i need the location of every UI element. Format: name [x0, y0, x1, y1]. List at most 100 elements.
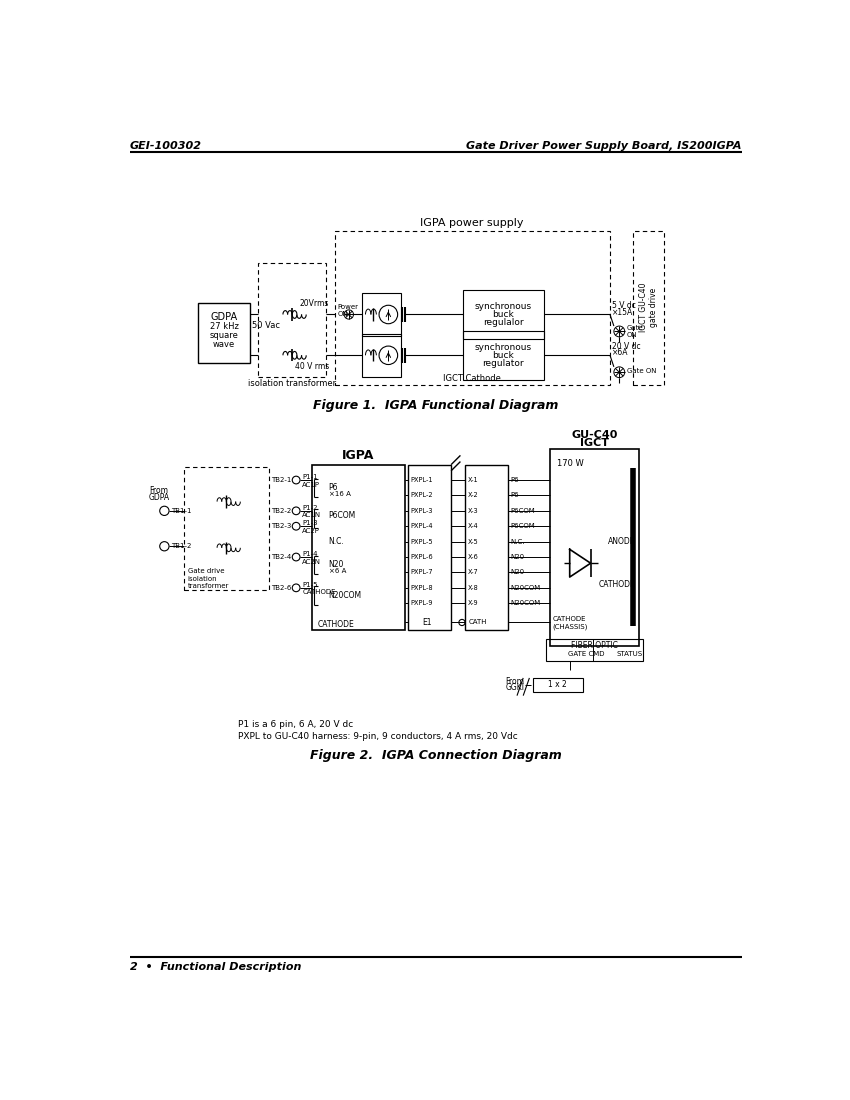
Text: 5 V dc: 5 V dc	[612, 300, 636, 310]
Text: ×6A: ×6A	[612, 349, 629, 358]
Bar	[362, 293, 400, 337]
Text: N20COM: N20COM	[329, 591, 362, 600]
Text: N20: N20	[510, 570, 524, 575]
Text: 170 W: 170 W	[557, 459, 583, 468]
Text: GGKI: GGKI	[506, 683, 524, 692]
Bar	[258, 263, 326, 377]
Text: 1 x 2: 1 x 2	[548, 681, 567, 690]
Text: buck: buck	[492, 310, 514, 319]
Bar	[198, 302, 251, 363]
Text: PXPL to GU-C40 harness: 9-pin, 9 conductors, 4 A rms, 20 Vdc: PXPL to GU-C40 harness: 9-pin, 9 conduct…	[238, 732, 518, 741]
Bar	[532, 678, 583, 692]
Bar	[184, 466, 269, 590]
Text: N.C.: N.C.	[510, 539, 524, 544]
Text: synchronous: synchronous	[474, 302, 531, 311]
Text: P6: P6	[329, 483, 338, 492]
Text: PXPL-7: PXPL-7	[411, 570, 434, 575]
Bar	[633, 231, 664, 385]
Text: P1-4: P1-4	[303, 551, 318, 557]
Text: transformer: transformer	[188, 583, 229, 590]
Text: CATHODE: CATHODE	[552, 616, 586, 622]
Text: TB1-1: TB1-1	[171, 508, 191, 514]
Text: Gate ON: Gate ON	[627, 368, 656, 374]
Text: X-2: X-2	[468, 493, 479, 498]
Text: ANODE: ANODE	[608, 537, 636, 546]
Text: From: From	[506, 678, 524, 686]
Text: N20: N20	[510, 554, 524, 560]
Text: Figure 2.  IGPA Connection Diagram: Figure 2. IGPA Connection Diagram	[309, 749, 562, 762]
Text: From: From	[149, 485, 167, 495]
Text: P6COM: P6COM	[510, 508, 535, 514]
Text: TB2-4: TB2-4	[271, 554, 292, 560]
Text: 50 Vac: 50 Vac	[252, 321, 280, 330]
Bar	[312, 464, 405, 630]
Text: Power: Power	[337, 304, 358, 310]
Text: E1: E1	[422, 618, 432, 627]
Text: AC2N: AC2N	[303, 559, 321, 564]
Text: TB2-2: TB2-2	[271, 508, 292, 514]
Bar	[465, 464, 507, 630]
Text: regulator: regulator	[482, 360, 524, 368]
Text: X-6: X-6	[468, 554, 479, 560]
Text: Gate: Gate	[627, 326, 643, 331]
Text: buck: buck	[492, 351, 514, 360]
Text: X-4: X-4	[468, 524, 479, 529]
Text: P1 is a 6 pin, 6 A, 20 V dc: P1 is a 6 pin, 6 A, 20 V dc	[238, 720, 354, 729]
Text: P1-3: P1-3	[303, 520, 318, 526]
Text: isolation transformer: isolation transformer	[248, 379, 337, 388]
Text: AC2P: AC2P	[303, 528, 320, 534]
Text: synchronous: synchronous	[474, 343, 531, 352]
Text: 20Vrms: 20Vrms	[300, 299, 329, 308]
Text: IGCT GU-C40
gate drive: IGCT GU-C40 gate drive	[639, 283, 659, 332]
Text: square: square	[210, 331, 239, 340]
Text: CATHODE: CATHODE	[598, 581, 636, 590]
Text: X-8: X-8	[468, 585, 479, 591]
Text: STATUS: STATUS	[616, 651, 643, 657]
Text: P1-2: P1-2	[303, 505, 318, 510]
Text: ON: ON	[627, 331, 638, 338]
Text: Gate Driver Power Supply Board, IS200IGPA: Gate Driver Power Supply Board, IS200IGP…	[467, 141, 742, 151]
Text: GU-C40: GU-C40	[571, 430, 618, 440]
Text: CATH: CATH	[468, 619, 487, 626]
Text: X-7: X-7	[468, 570, 479, 575]
Text: (CHASSIS): (CHASSIS)	[552, 623, 588, 629]
Text: P6COM: P6COM	[329, 512, 356, 520]
Text: isolation: isolation	[188, 575, 218, 582]
Text: AC1N: AC1N	[303, 513, 321, 518]
Text: IGCT: IGCT	[580, 438, 609, 448]
Text: P6: P6	[510, 493, 518, 498]
Text: X-5: X-5	[468, 539, 479, 544]
Text: PXPL-3: PXPL-3	[411, 508, 434, 514]
Text: ×16 A: ×16 A	[329, 491, 350, 497]
Text: X-3: X-3	[468, 508, 479, 514]
Text: CATHODE: CATHODE	[303, 590, 336, 595]
Text: IGPA: IGPA	[342, 449, 374, 462]
Text: X-1: X-1	[468, 477, 479, 483]
Text: 27 kHz: 27 kHz	[210, 322, 239, 331]
Bar	[335, 231, 610, 385]
Text: AC1P: AC1P	[303, 482, 320, 487]
Text: IGPA power supply: IGPA power supply	[420, 218, 524, 228]
Text: PXPL-1: PXPL-1	[411, 477, 434, 483]
Text: PXPL-2: PXPL-2	[411, 493, 434, 498]
Bar	[409, 464, 451, 630]
Text: PXPL-8: PXPL-8	[411, 585, 434, 591]
Text: X-9: X-9	[468, 601, 479, 606]
Text: N20COM: N20COM	[510, 601, 541, 606]
Text: TB2-1: TB2-1	[271, 477, 292, 483]
Text: P6COM: P6COM	[510, 524, 535, 529]
Text: TB1-2: TB1-2	[171, 543, 191, 549]
Text: PXPL-4: PXPL-4	[411, 524, 434, 529]
Text: N.C.: N.C.	[329, 537, 344, 546]
Bar	[550, 449, 639, 646]
Text: GEI-100302: GEI-100302	[129, 141, 201, 151]
Text: 20 V dc: 20 V dc	[612, 342, 641, 351]
Text: wave: wave	[212, 340, 235, 349]
Bar	[362, 333, 400, 377]
Text: IGCT Cathode: IGCT Cathode	[443, 374, 501, 383]
Text: 2  •  Functional Description: 2 • Functional Description	[129, 961, 301, 971]
Text: ON: ON	[337, 310, 348, 317]
Text: FIBER OPTIC: FIBER OPTIC	[571, 641, 618, 650]
Text: CATHODE: CATHODE	[318, 619, 354, 628]
Text: GDPA: GDPA	[149, 493, 170, 503]
